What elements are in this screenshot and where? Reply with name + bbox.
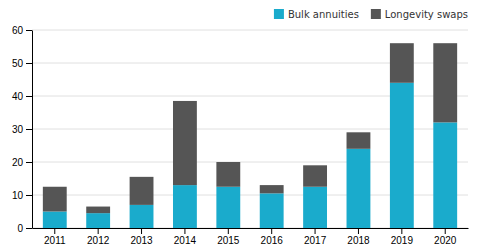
grid: [32, 30, 468, 228]
bar: [433, 43, 457, 122]
tick: 20: [12, 157, 32, 168]
tick-label: 30: [12, 124, 24, 135]
tick-label: 2020: [434, 235, 457, 246]
tick: 2018: [347, 228, 370, 246]
bars: [43, 43, 457, 228]
bar: [216, 162, 240, 187]
tick-label: 40: [12, 91, 24, 102]
grid-line: [32, 30, 468, 31]
bar: [347, 132, 371, 149]
tick-mark: [184, 228, 185, 234]
y-axis: 0 10 20 30 40 50 60: [12, 25, 33, 234]
tick: 0: [17, 223, 32, 234]
tick-mark: [54, 228, 55, 234]
tick: 2019: [391, 228, 414, 246]
tick-label: 2017: [304, 235, 327, 246]
tick-mark: [358, 228, 359, 234]
tick-label: 2016: [261, 235, 284, 246]
tick-mark: [141, 228, 142, 234]
series: [43, 83, 457, 228]
tick-label: 2011: [44, 235, 66, 246]
tick-mark: [26, 96, 32, 97]
bar: [173, 101, 197, 185]
legend-label: Bulk annuities: [288, 9, 359, 20]
tick: 2016: [261, 228, 284, 246]
tick-label: 60: [12, 25, 24, 36]
legend-swatch: [274, 9, 284, 19]
bar: [43, 187, 67, 212]
tick-mark: [445, 228, 446, 234]
tick: 2020: [434, 228, 457, 246]
tick-label: 2018: [347, 235, 370, 246]
tick-mark: [26, 195, 32, 196]
tick-mark: [26, 129, 32, 130]
tick: 30: [12, 124, 32, 135]
tick-mark: [401, 228, 402, 234]
plot: 0102030405060201120122013201420152016201…: [12, 25, 469, 246]
chart: 0102030405060201120122013201420152016201…: [0, 0, 480, 252]
tick: 2012: [87, 228, 110, 246]
bar: [303, 165, 327, 186]
tick-mark: [315, 228, 316, 234]
tick-mark: [26, 162, 32, 163]
bar: [433, 122, 457, 228]
bar: [303, 187, 327, 228]
tick-label: 2013: [130, 235, 153, 246]
tick-label: 2012: [87, 235, 110, 246]
bar: [390, 83, 414, 228]
bar: [390, 43, 414, 83]
tick-label: 50: [12, 58, 24, 69]
tick-mark: [26, 228, 32, 229]
legend-label: Longevity swaps: [385, 9, 468, 20]
bar: [130, 205, 154, 228]
series: [43, 43, 457, 213]
bar: [86, 207, 110, 214]
tick-label: 2019: [391, 235, 414, 246]
tick-mark: [228, 228, 229, 234]
bar: [86, 213, 110, 228]
tick: 2013: [130, 228, 153, 246]
bar: [260, 185, 284, 193]
tick: 2015: [217, 228, 240, 246]
tick: 40: [12, 91, 32, 102]
legend-swatch: [371, 9, 381, 19]
tick-label: 20: [12, 157, 24, 168]
bar: [260, 193, 284, 228]
tick-mark: [26, 63, 32, 64]
bar: [216, 187, 240, 228]
tick-mark: [98, 228, 99, 234]
tick-label: 10: [12, 190, 24, 201]
tick: 50: [12, 58, 32, 69]
tick-mark: [26, 30, 32, 31]
tick: 2011: [44, 228, 66, 246]
tick: 10: [12, 190, 32, 201]
axis-line: [32, 31, 33, 229]
legend: Bulk annuities Longevity swaps: [274, 9, 468, 20]
legend-item: Longevity swaps: [371, 9, 468, 20]
tick-label: 2014: [174, 235, 197, 246]
x-axis: 2011 2012 2013 2014 2015 2016 2017 2018 2019 2020: [33, 228, 469, 246]
bar: [347, 149, 371, 228]
tick: 60: [12, 25, 32, 36]
tick: 2014: [174, 228, 197, 246]
tick-label: 0: [17, 223, 23, 234]
legend-item: Bulk annuities: [274, 9, 359, 20]
bar: [43, 212, 67, 229]
bar: [130, 177, 154, 205]
tick-label: 2015: [217, 235, 240, 246]
tick-mark: [271, 228, 272, 234]
bar: [173, 185, 197, 228]
tick: 2017: [304, 228, 327, 246]
